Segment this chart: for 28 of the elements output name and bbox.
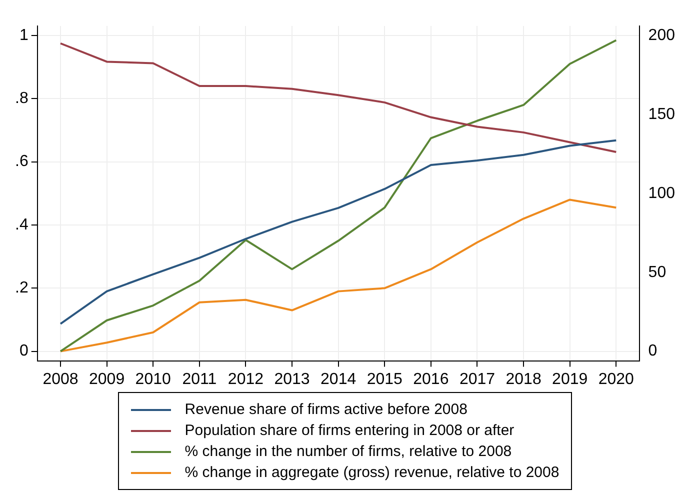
x-tick-label: 2012 bbox=[228, 370, 264, 388]
x-tick-label: 2017 bbox=[459, 370, 496, 388]
y-tick-label: .4 bbox=[15, 216, 28, 234]
y2-tick-label: 100 bbox=[648, 184, 676, 202]
x-tick-label: 2018 bbox=[506, 370, 542, 388]
y2-tick-label: 200 bbox=[648, 26, 676, 44]
y2-tick-label: 150 bbox=[648, 106, 676, 123]
legend-label: Population share of firms entering in 2008 or after bbox=[184, 422, 514, 439]
x-tick-label: 2011 bbox=[182, 370, 217, 388]
legend-label: % change in the number of firms, relative to 2008 bbox=[184, 443, 512, 460]
x-tick-label: 2019 bbox=[552, 370, 588, 388]
x-tick-label: 2020 bbox=[598, 370, 634, 388]
x-tick-label: 2009 bbox=[89, 370, 125, 388]
y2-tick-label: 50 bbox=[648, 264, 666, 281]
legend-label: % change in aggregate (gross) revenue, relative to 2008 bbox=[184, 464, 560, 481]
y-tick-label: .8 bbox=[15, 90, 28, 108]
y-tick-label: 1 bbox=[19, 26, 28, 44]
y-tick-label: .6 bbox=[15, 153, 28, 170]
x-tick-label: 2015 bbox=[366, 370, 403, 388]
x-tick-label: 2014 bbox=[320, 370, 356, 388]
y2-tick-label: 0 bbox=[648, 342, 658, 360]
x-tick-label: 2010 bbox=[135, 370, 172, 388]
x-tick-label: 2008 bbox=[42, 370, 78, 388]
y-tick-label: 0 bbox=[19, 342, 28, 360]
x-tick-label: 2013 bbox=[274, 370, 310, 388]
x-tick-label: 2016 bbox=[413, 370, 449, 388]
y-tick-label: .2 bbox=[15, 280, 28, 297]
legend-label: Revenue share of firms active before 2008 bbox=[184, 401, 468, 418]
